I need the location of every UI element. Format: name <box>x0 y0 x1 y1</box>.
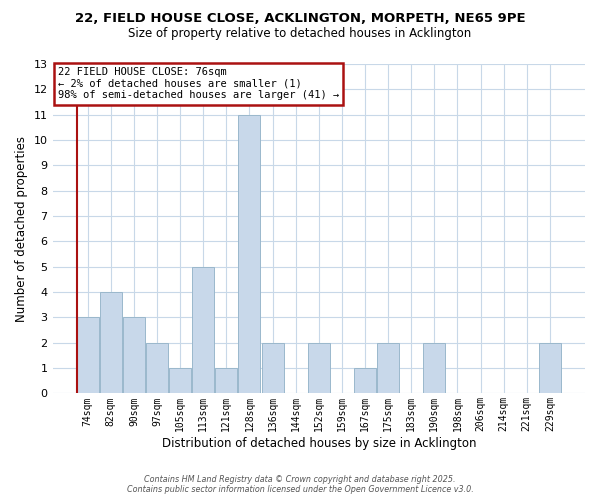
Text: Contains HM Land Registry data © Crown copyright and database right 2025.
Contai: Contains HM Land Registry data © Crown c… <box>127 474 473 494</box>
Bar <box>100 292 122 394</box>
Bar <box>146 342 168 394</box>
Bar <box>262 342 284 394</box>
Bar <box>354 368 376 394</box>
Bar <box>238 114 260 394</box>
X-axis label: Distribution of detached houses by size in Acklington: Distribution of detached houses by size … <box>161 437 476 450</box>
Y-axis label: Number of detached properties: Number of detached properties <box>15 136 28 322</box>
Bar <box>169 368 191 394</box>
Bar <box>192 266 214 394</box>
Text: Size of property relative to detached houses in Acklington: Size of property relative to detached ho… <box>128 28 472 40</box>
Bar <box>77 318 98 394</box>
Bar <box>123 318 145 394</box>
Bar <box>539 342 561 394</box>
Text: 22 FIELD HOUSE CLOSE: 76sqm
← 2% of detached houses are smaller (1)
98% of semi-: 22 FIELD HOUSE CLOSE: 76sqm ← 2% of deta… <box>58 68 339 100</box>
Bar <box>377 342 399 394</box>
Bar <box>215 368 238 394</box>
Text: 22, FIELD HOUSE CLOSE, ACKLINGTON, MORPETH, NE65 9PE: 22, FIELD HOUSE CLOSE, ACKLINGTON, MORPE… <box>74 12 526 26</box>
Bar <box>308 342 330 394</box>
Bar <box>424 342 445 394</box>
